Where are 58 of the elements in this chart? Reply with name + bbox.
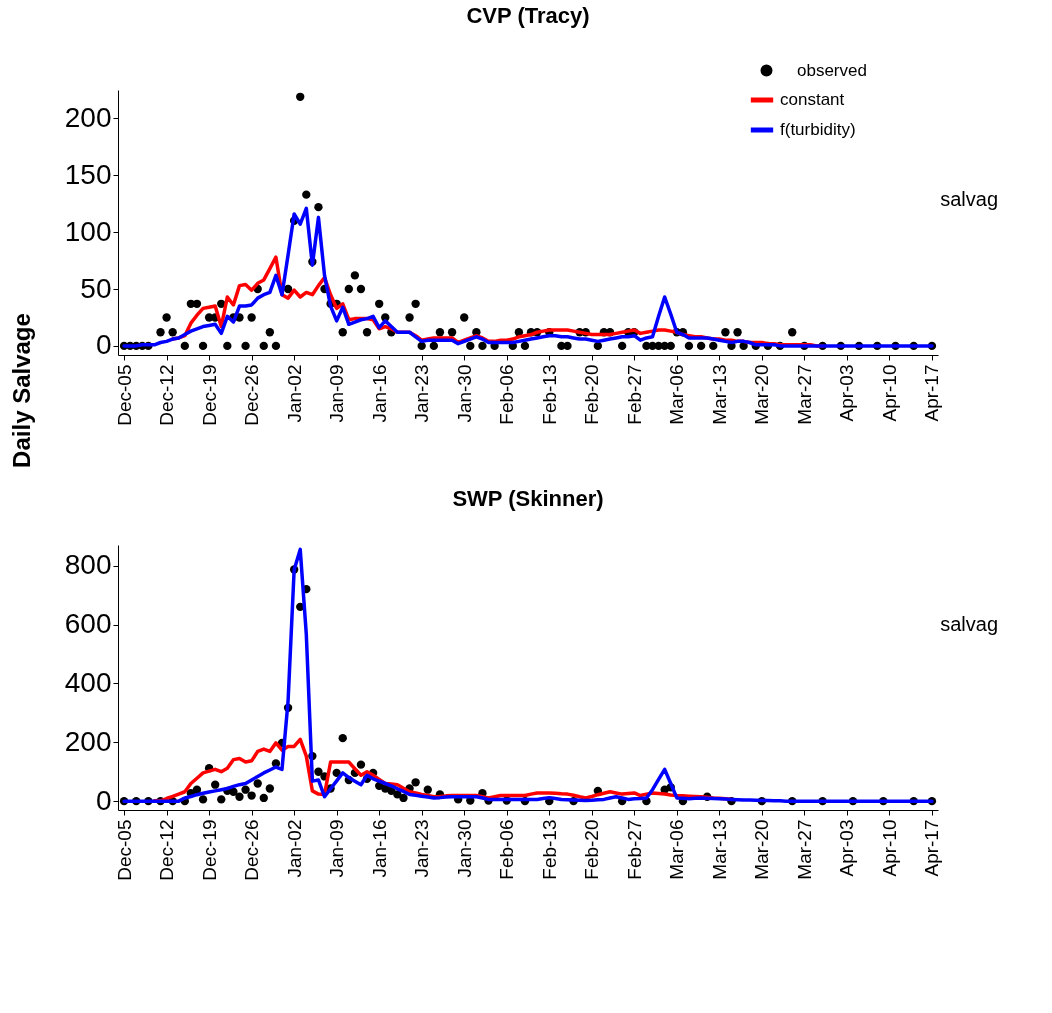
y-tick-label: 100 [64,215,112,247]
x-tick-label: Dec-26 [241,364,263,426]
y-axis-title: Daily Salvage [7,313,35,468]
x-tick-label: Apr-10 [878,364,900,422]
legend-label: constant [780,90,845,109]
x-tick-label: Jan-23 [411,819,433,878]
y-tick-label: 0 [95,784,112,816]
y-tick-label: 50 [80,272,112,304]
x-tick-label: Jan-30 [453,819,475,878]
x-tick-label: Jan-16 [368,364,390,423]
x-tick-label: Apr-03 [836,364,858,422]
x-tick-label: Feb-27 [623,364,645,425]
x-tick-label: Mar-13 [708,819,730,880]
x-tick-label: Apr-17 [921,364,943,422]
x-tick-label: Feb-06 [496,364,518,425]
y-tick-label: 600 [64,608,112,639]
x-tick-label: Dec-19 [198,819,220,881]
text: salvag [940,188,998,210]
x-tick-label: Apr-03 [836,819,858,877]
x-tick-label: Jan-09 [326,364,348,423]
x-tick-label: Dec-05 [113,364,135,426]
x-tick-label: Dec-26 [241,819,263,881]
x-tick-label: Dec-19 [198,364,220,426]
x-tick-label: Mar-27 [793,364,815,425]
y-tick-label: 200 [64,101,112,133]
x-tick-label: Feb-20 [581,364,603,425]
legend-label: observed [797,60,867,80]
x-tick-label: Dec-12 [156,819,178,881]
y-tick-label: 400 [64,666,112,698]
chart-title: CVP (Tracy) [466,3,590,28]
x-tick-label: Apr-10 [878,819,900,877]
chart-title: SWP (Skinner) [452,486,604,511]
x-tick-label: Jan-23 [411,364,433,423]
x-tick-label: Mar-20 [751,819,773,880]
x-tick-label: Feb-06 [496,819,518,880]
x-tick-label: Dec-05 [113,819,135,881]
x-tick-label: Mar-13 [708,364,730,425]
x-tick-label: Mar-20 [751,364,773,425]
legend-label: f(turbidity) [780,120,856,139]
x-tick-label: Apr-17 [921,819,943,877]
x-tick-label: Jan-09 [326,819,348,878]
x-tick-label: Feb-20 [581,819,603,880]
x-tick-label: Jan-30 [453,364,475,423]
x-tick-label: Dec-12 [156,364,178,426]
x-tick-label: Mar-27 [793,819,815,880]
x-tick-label: Feb-13 [538,364,560,425]
x-tick-label: Mar-06 [666,364,688,425]
y-tick-label: 200 [64,725,112,757]
x-tick-label: Feb-27 [623,819,645,880]
y-tick-label: 150 [64,158,112,190]
x-tick-label: Mar-06 [666,819,688,880]
x-tick-label: Jan-02 [283,364,305,423]
x-tick-label: Jan-02 [283,819,305,878]
x-tick-label: Feb-13 [538,819,560,880]
y-tick-label: 800 [64,549,112,581]
text: salvag [940,613,998,635]
y-tick-label: 0 [95,329,112,361]
x-tick-label: Jan-16 [368,819,390,878]
